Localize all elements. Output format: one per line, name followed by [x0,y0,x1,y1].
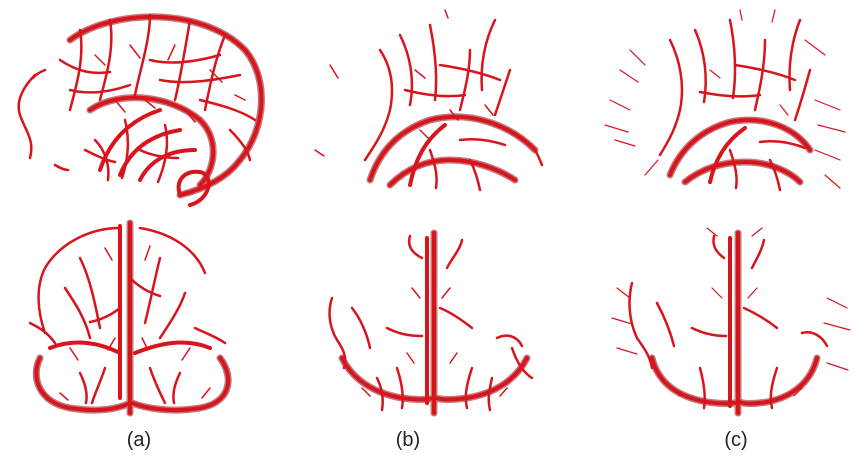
caption-c: (c) [724,429,748,451]
panel-a-bottom-vessel-render [28,219,232,417]
panel-a-top-vessel-render [17,13,265,207]
caption-a: (a) [126,429,152,451]
caption-b: (b) [395,429,421,451]
panel-c-bottom-vessel-render [611,227,851,417]
panel-c-top-vessel-render [604,9,846,192]
panel-b-bottom-vessel-render [328,229,534,417]
panel-b-top-vessel-render [314,9,544,192]
